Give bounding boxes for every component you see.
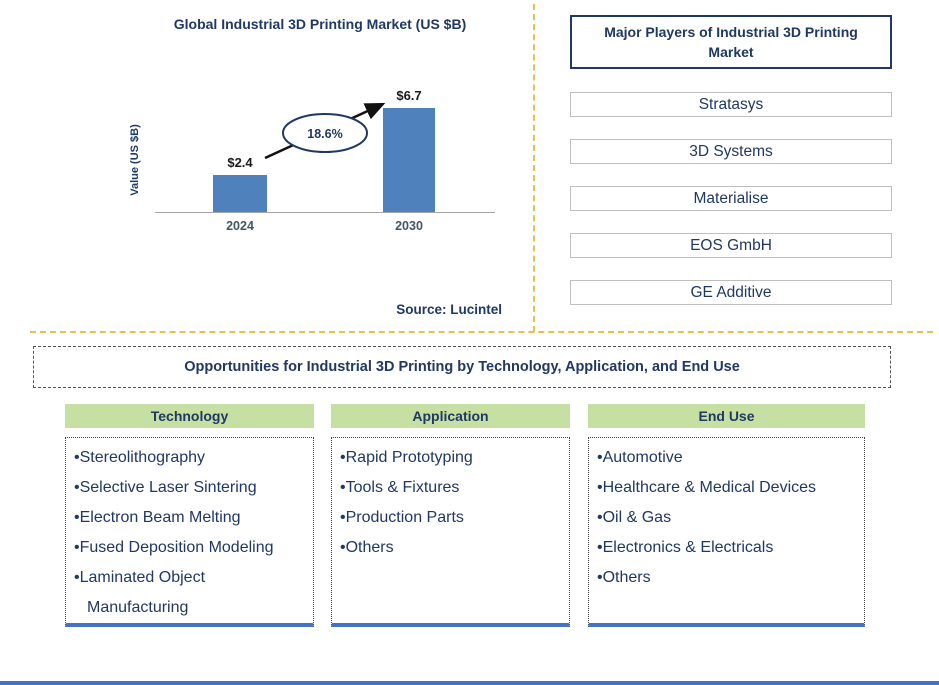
- bar-value-label-2024: $2.4: [227, 154, 253, 170]
- x-tick-2030: 2030: [395, 219, 423, 233]
- list-item: Selective Laser Sintering: [74, 473, 305, 503]
- source-label: Source: Lucintel: [396, 302, 502, 317]
- y-axis-label: Value (US $B): [129, 124, 141, 196]
- player-item-stratasys: Stratasys: [570, 92, 892, 117]
- cagr-value: 18.6%: [307, 127, 342, 141]
- list-item: Electronics & Electricals: [597, 533, 856, 563]
- list-item: Stereolithography: [74, 443, 305, 473]
- end-use-list: Automotive Healthcare & Medical Devices …: [588, 437, 865, 627]
- vertical-divider: [533, 4, 535, 332]
- list-item: Tools & Fixtures: [340, 473, 561, 503]
- bar-group-2030: $6.7: [383, 88, 435, 212]
- list-item: Production Parts: [340, 503, 561, 533]
- list-item: Healthcare & Medical Devices: [597, 473, 856, 503]
- application-list: Rapid Prototyping Tools & Fixtures Produ…: [331, 437, 570, 627]
- bar-chart-plot: $2.4 $6.7 18.6%: [155, 88, 495, 213]
- list-item: Automotive: [597, 443, 856, 473]
- cagr-ellipse: [282, 113, 368, 153]
- list-item: Rapid Prototyping: [340, 443, 561, 473]
- player-item-ge-additive: GE Additive: [570, 280, 892, 305]
- bar-rect-2030: [383, 108, 435, 212]
- list-item: Laminated Object Manufacturing: [74, 563, 305, 623]
- technology-list: Stereolithography Selective Laser Sinter…: [65, 437, 314, 627]
- column-header-application: Application: [331, 404, 570, 428]
- column-header-technology: Technology: [65, 404, 314, 428]
- chart-title: Global Industrial 3D Printing Market (US…: [173, 16, 467, 32]
- player-item-materialise: Materialise: [570, 186, 892, 211]
- bar-value-label-2030: $6.7: [396, 88, 422, 104]
- growth-arrow: [264, 102, 386, 160]
- list-item: Fused Deposition Modeling: [74, 533, 305, 563]
- bar-rect-2024: [213, 174, 267, 212]
- bar-group-2024: $2.4: [213, 88, 267, 212]
- players-list: Stratasys 3D Systems Materialise EOS Gmb…: [570, 92, 892, 327]
- opportunities-title: Opportunities for Industrial 3D Printing…: [33, 346, 891, 388]
- player-item-3d-systems: 3D Systems: [570, 139, 892, 164]
- horizontal-divider: [30, 331, 933, 333]
- player-item-eos-gmbh: EOS GmbH: [570, 233, 892, 258]
- list-item: Others: [340, 533, 561, 563]
- players-panel-title: Major Players of Industrial 3D Printing …: [570, 15, 892, 69]
- list-item: Electron Beam Melting: [74, 503, 305, 533]
- list-item: Oil & Gas: [597, 503, 856, 533]
- growth-arrow-overlay: 18.6%: [264, 102, 386, 160]
- list-item: Others: [597, 563, 856, 593]
- column-header-end-use: End Use: [588, 404, 865, 428]
- x-tick-2024: 2024: [226, 219, 254, 233]
- bottom-accent-bar: [0, 681, 939, 685]
